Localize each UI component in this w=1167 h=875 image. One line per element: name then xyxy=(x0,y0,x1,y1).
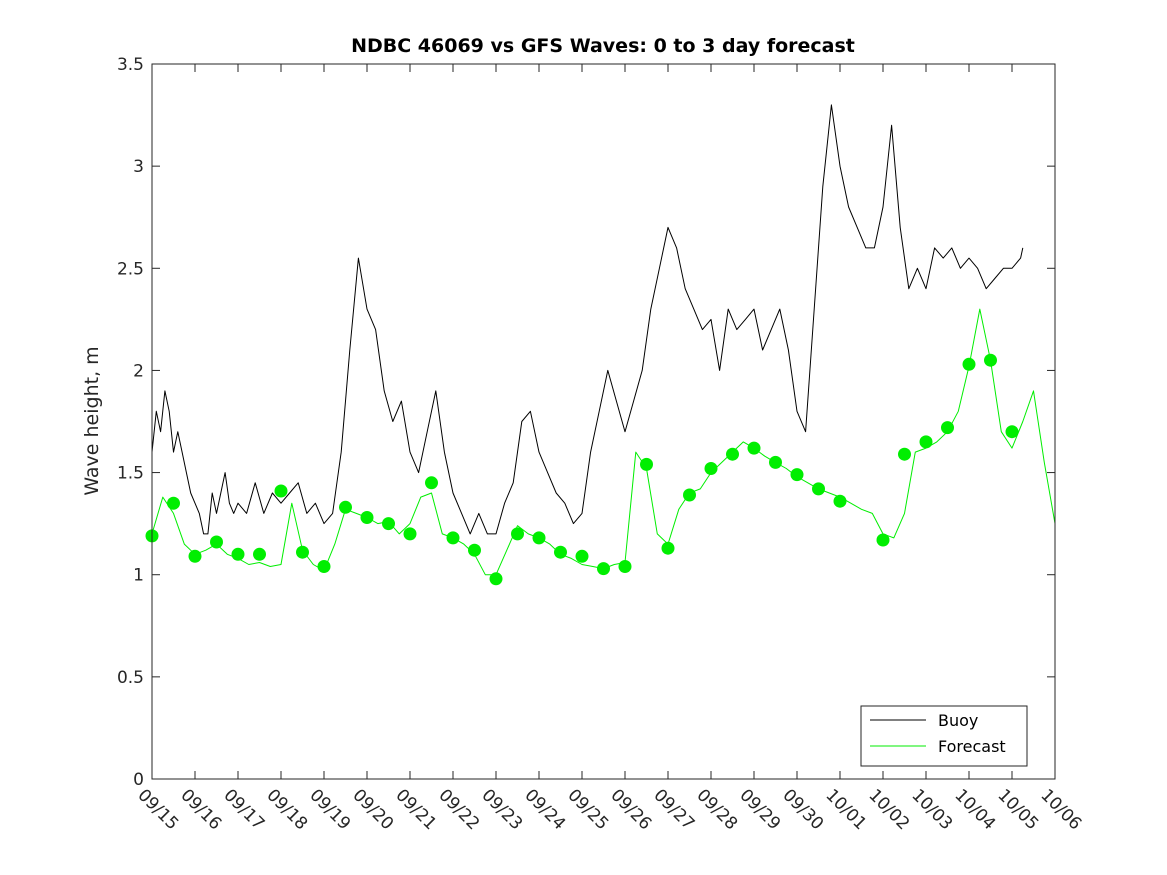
series-line-buoy xyxy=(151,104,1024,535)
axes-frame xyxy=(151,63,1056,780)
y-tick-label: 3.5 xyxy=(117,55,144,75)
forecast-marker xyxy=(984,353,997,367)
y-tick-label: 1 xyxy=(133,566,144,586)
forecast-marker xyxy=(296,545,309,559)
forecast-marker xyxy=(747,441,761,455)
forecast-marker xyxy=(360,511,374,524)
legend: Buoy Forecast xyxy=(860,705,1028,767)
chart-title: NDBC 46069 vs GFS Waves: 0 to 3 day fore… xyxy=(351,35,855,57)
forecast-marker xyxy=(790,468,804,482)
x-tick-label: 09/29 xyxy=(735,785,784,834)
x-tick-label: 09/22 xyxy=(434,785,483,834)
x-tick-label: 09/17 xyxy=(219,785,268,834)
y-axis-label: Wave height, m xyxy=(81,346,103,495)
forecast-marker xyxy=(597,562,610,576)
forecast-marker xyxy=(575,549,589,563)
x-tick-label: 09/24 xyxy=(520,785,569,834)
y-tick-label: 2 xyxy=(133,361,144,381)
x-tick-label: 09/20 xyxy=(348,785,397,834)
forecast-marker xyxy=(704,462,718,475)
forecast-marker xyxy=(231,547,245,561)
forecast-marker xyxy=(339,500,352,514)
forecast-marker xyxy=(661,541,675,555)
x-tick-label: 09/16 xyxy=(176,785,225,834)
x-tick-label: 10/01 xyxy=(821,785,870,834)
forecast-marker xyxy=(833,494,847,508)
x-tick-label: 10/02 xyxy=(864,785,913,834)
forecast-marker xyxy=(640,457,653,471)
forecast-marker xyxy=(919,435,933,449)
forecast-marker xyxy=(274,484,288,498)
x-tick-label: 09/30 xyxy=(778,785,827,834)
legend-box xyxy=(860,705,1028,767)
forecast-marker xyxy=(425,476,438,490)
forecast-marker xyxy=(403,527,417,541)
forecast-marker xyxy=(511,527,524,541)
forecast-marker xyxy=(446,531,460,545)
forecast-marker xyxy=(812,482,825,496)
forecast-marker xyxy=(489,572,503,586)
y-tick-label: 1.5 xyxy=(117,464,144,484)
forecast-marker xyxy=(382,517,395,531)
x-tick-label: 09/26 xyxy=(606,785,655,834)
forecast-marker xyxy=(188,549,202,563)
forecast-marker xyxy=(726,447,739,461)
x-tick-label: 10/06 xyxy=(1036,785,1085,834)
forecast-marker xyxy=(898,447,911,461)
forecast-marker xyxy=(1005,425,1019,439)
forecast-marker xyxy=(876,533,890,547)
legend-label-buoy: Buoy xyxy=(938,711,978,730)
forecast-marker xyxy=(769,455,782,469)
x-tick-label: 09/19 xyxy=(305,785,354,834)
forecast-marker xyxy=(554,545,567,559)
x-tick-label: 10/03 xyxy=(907,785,956,834)
x-tick-label: 09/23 xyxy=(477,785,526,834)
x-tick-label: 09/18 xyxy=(262,785,311,834)
forecast-marker xyxy=(167,496,180,510)
y-tick-label: 0 xyxy=(133,770,144,790)
forecast-marker xyxy=(253,547,266,561)
forecast-marker xyxy=(962,357,976,371)
x-tick-label: 09/25 xyxy=(563,785,612,834)
forecast-marker xyxy=(210,535,223,549)
forecast-marker xyxy=(683,488,696,502)
x-tick-label: 10/05 xyxy=(993,785,1042,834)
x-tick-label: 09/28 xyxy=(692,785,741,834)
x-tick-label: 10/04 xyxy=(950,785,999,834)
y-tick-label: 0.5 xyxy=(117,668,144,688)
x-tick-label: 09/27 xyxy=(649,785,698,834)
forecast-marker xyxy=(618,560,632,573)
forecast-marker xyxy=(941,421,954,435)
forecast-marker xyxy=(468,543,481,557)
forecast-marker xyxy=(317,560,331,573)
x-tick-label: 09/15 xyxy=(133,785,182,834)
forecast-marker xyxy=(532,531,546,545)
y-tick-label: 3 xyxy=(133,157,144,177)
y-tick-label: 2.5 xyxy=(117,259,144,279)
x-tick-label: 09/21 xyxy=(391,785,440,834)
plot-area-background xyxy=(152,64,1055,779)
marker-layer xyxy=(145,353,1019,586)
legend-label-forecast: Forecast xyxy=(938,737,1006,756)
